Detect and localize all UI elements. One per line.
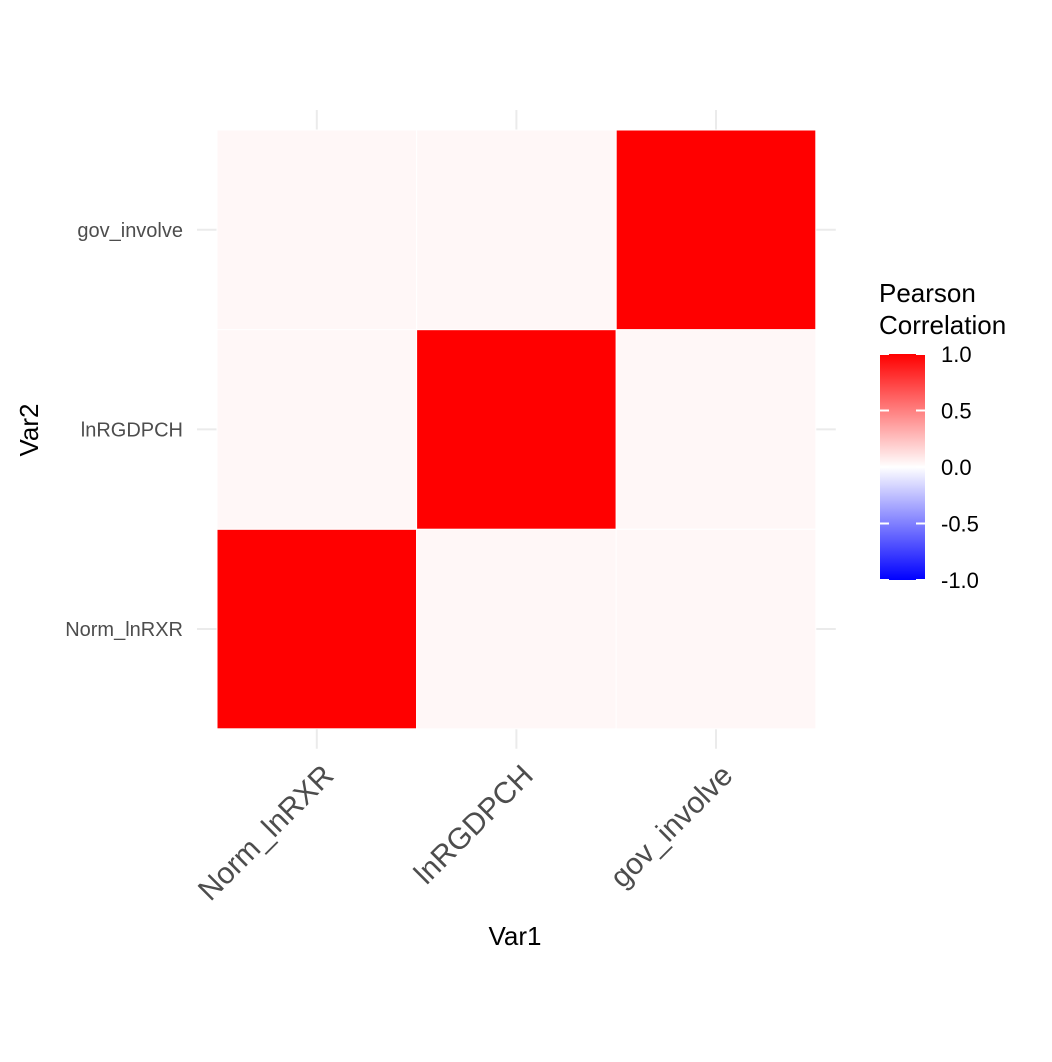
legend-ticks: 1.0 0.5 0.0 -0.5 -1.0 [880,342,979,593]
y-tick-label: gov_involve [77,220,183,242]
heatmap-tiles [216,129,817,730]
y-tick-label: Norm_lnRXR [65,619,183,641]
heatmap-tile [216,329,418,530]
x-axis-title: Var1 [489,921,542,951]
heatmap-tile [416,129,617,331]
heatmap-tile [615,129,817,331]
x-tick-label: lnRGDPCH [408,759,540,891]
legend-tick-label: 0.0 [941,455,972,480]
heatmap-tile [615,528,817,730]
legend-title-line-1: Pearson [879,278,976,308]
legend-title-line-2: Correlation [879,310,1006,340]
legend-tick-label: -0.5 [941,512,979,537]
x-axis-ticks: Norm_lnRXR lnRGDPCH gov_involve [192,759,739,907]
y-axis-ticks: Norm_lnRXR lnRGDPCH gov_involve [65,220,183,641]
legend-tick-label: 0.5 [941,399,972,424]
y-axis-title: Var2 [14,404,44,457]
legend-tick-label: -1.0 [941,568,979,593]
color-legend: Pearson Correlation 1.0 0.5 0.0 -0.5 -1.0 [879,278,1006,593]
x-tick-label: Norm_lnRXR [192,759,340,907]
heatmap-tile [615,329,817,530]
heatmap-tile [416,528,617,730]
heatmap-tile [216,528,418,730]
y-tick-label: lnRGDPCH [81,419,183,441]
heatmap-tile [416,329,617,530]
x-tick-label: gov_involve [604,759,739,894]
heatmap-tile [216,129,418,331]
legend-tick-label: 1.0 [941,342,972,367]
